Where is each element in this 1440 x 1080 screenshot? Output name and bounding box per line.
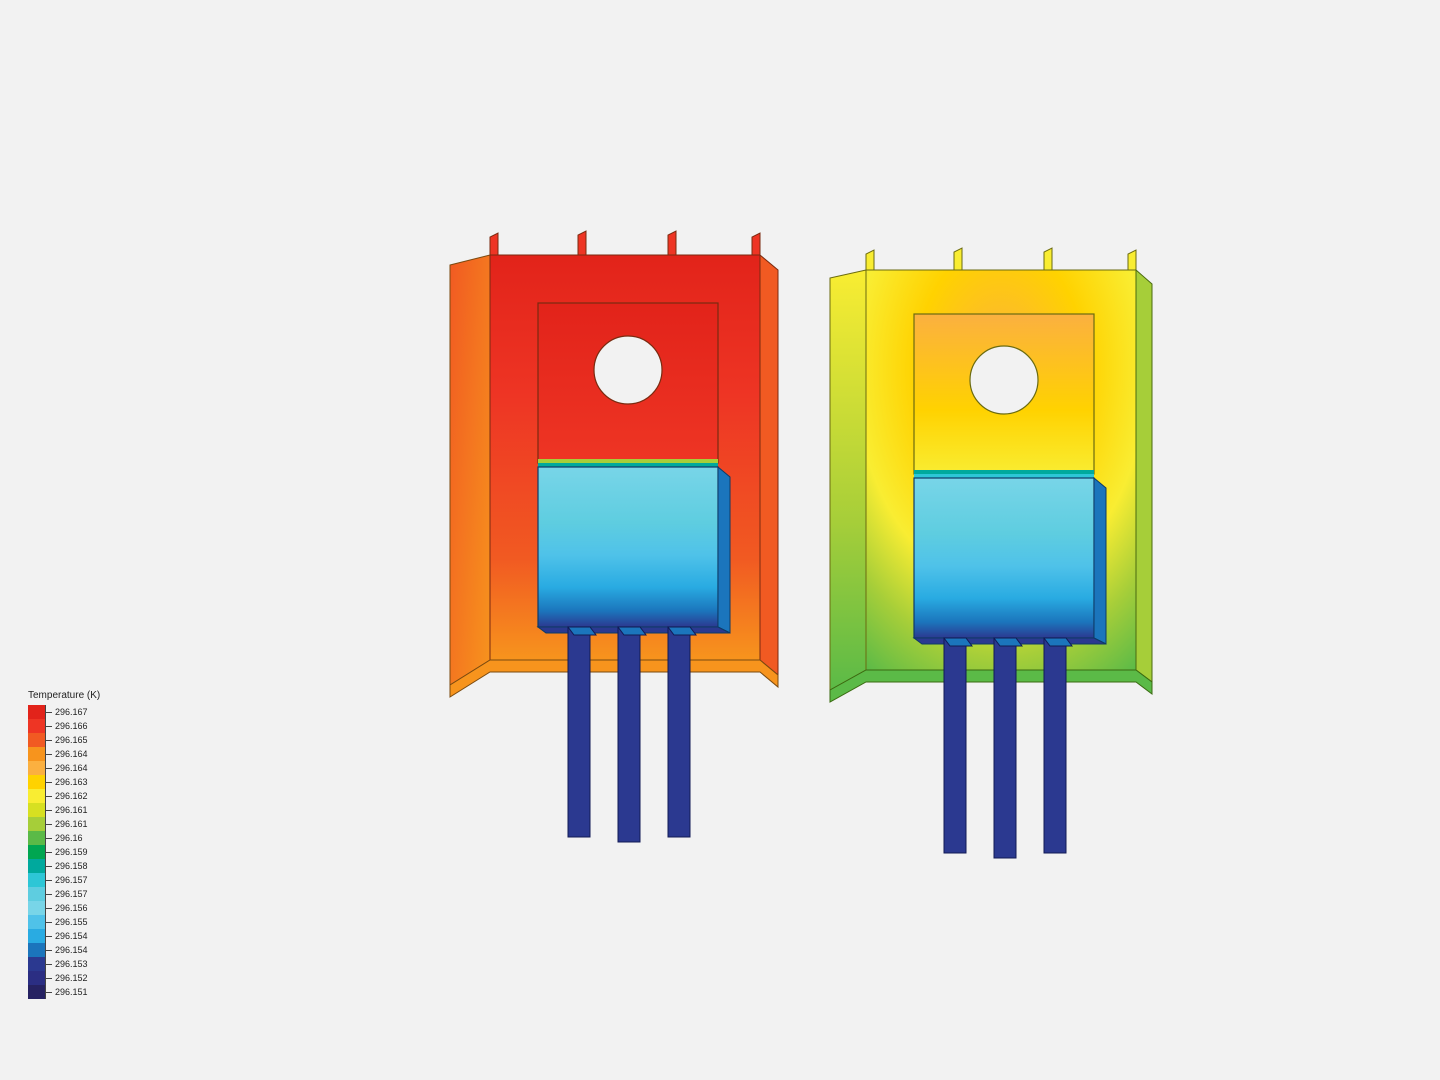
- assembly-left: [450, 231, 778, 842]
- assembly-right: [830, 248, 1152, 858]
- simulation-viewport: [0, 0, 1440, 1080]
